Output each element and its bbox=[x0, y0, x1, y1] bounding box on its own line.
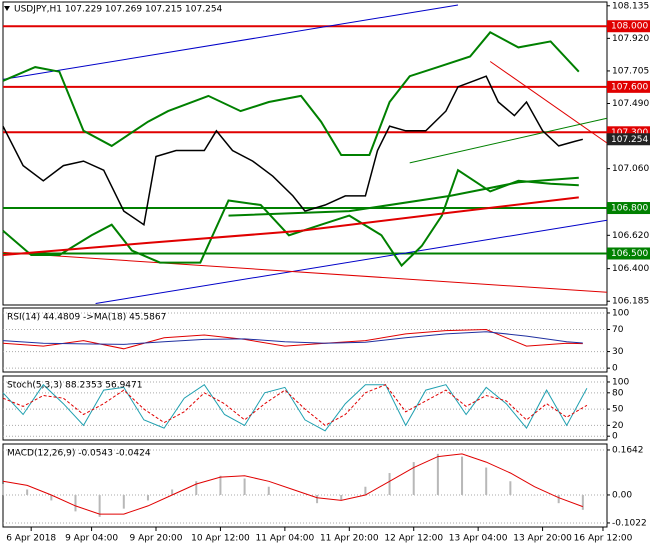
y-tick-label: 106.620 bbox=[612, 231, 649, 241]
y-tick-label: 107.705 bbox=[612, 66, 649, 76]
histogram-bar bbox=[195, 481, 198, 495]
trend-line bbox=[489, 61, 608, 144]
y-tick-label: 108.135 bbox=[612, 1, 649, 11]
level-label-box bbox=[607, 20, 650, 33]
histogram-bar bbox=[316, 494, 319, 504]
y-tick-label: 70 bbox=[612, 325, 624, 335]
last-price-label: 107.254 bbox=[611, 135, 648, 145]
panel-title: Stoch(5,3,3) 88.2353 56.9471 bbox=[7, 381, 142, 391]
series-line bbox=[2, 75, 583, 226]
trend-line bbox=[95, 219, 608, 304]
histogram-bar bbox=[412, 462, 415, 495]
x-tick-label: 11 Apr 20:00 bbox=[320, 534, 379, 544]
level-label-box bbox=[607, 202, 650, 215]
histogram-bar bbox=[461, 456, 464, 495]
histogram-bar bbox=[340, 494, 343, 501]
y-tick-label: 30 bbox=[612, 347, 624, 357]
y-tick-label: 80 bbox=[612, 388, 624, 398]
histogram-bar bbox=[509, 481, 512, 495]
series-line bbox=[2, 453, 583, 515]
panel-frame bbox=[2, 1, 608, 306]
histogram-bar bbox=[533, 494, 536, 496]
histogram-bar bbox=[267, 486, 270, 495]
histogram-bar bbox=[581, 494, 584, 510]
histogram-bar bbox=[98, 494, 101, 517]
y-tick-label: 100 bbox=[612, 377, 629, 387]
x-tick-label: 11 Apr 04:00 bbox=[256, 534, 315, 544]
x-tick-label: 16 Apr 12:00 bbox=[574, 534, 633, 544]
panel-frame bbox=[2, 375, 608, 441]
y-tick-label: 0.00 bbox=[612, 490, 632, 500]
level-label: 107.600 bbox=[611, 82, 648, 92]
y-tick-label: -0.1022 bbox=[612, 518, 647, 528]
level-label-box bbox=[607, 247, 650, 260]
y-tick-label: 0 bbox=[612, 432, 618, 442]
trend-line bbox=[2, 4, 459, 80]
series-line bbox=[2, 196, 579, 256]
panel-title: MACD(12,26,9) -0.0543 -0.0424 bbox=[7, 449, 151, 459]
y-tick-label: 0.1642 bbox=[612, 445, 644, 455]
chart-title: USDJPY,H1 107.229 107.269 107.215 107.25… bbox=[14, 5, 223, 15]
level-label: 106.500 bbox=[611, 249, 648, 259]
y-tick-label: 100 bbox=[612, 308, 629, 318]
series-line bbox=[2, 331, 583, 345]
x-tick-label: 10 Apr 12:00 bbox=[191, 534, 250, 544]
y-tick-label: 107.060 bbox=[612, 164, 649, 174]
panel-frame bbox=[2, 307, 608, 373]
histogram-bar bbox=[26, 489, 29, 495]
level-label: 107.300 bbox=[611, 128, 648, 138]
histogram-bar bbox=[364, 486, 367, 495]
x-tick-label: 12 Apr 12:00 bbox=[384, 534, 443, 544]
x-tick-label: 9 Apr 04:00 bbox=[65, 534, 118, 544]
histogram-bar bbox=[171, 489, 174, 495]
level-label: 106.800 bbox=[611, 204, 648, 214]
y-tick-label: 107.920 bbox=[612, 34, 649, 44]
series-line bbox=[2, 383, 588, 432]
y-tick-label: 0 bbox=[612, 364, 618, 374]
histogram-bar bbox=[146, 494, 149, 501]
trend-line bbox=[2, 251, 608, 293]
y-tick-label: 20 bbox=[612, 421, 624, 431]
series-line bbox=[2, 31, 580, 156]
histogram-bar bbox=[219, 475, 222, 495]
level-label: 108.000 bbox=[611, 22, 648, 32]
series-line bbox=[2, 328, 583, 350]
histogram-bar bbox=[243, 478, 246, 495]
y-tick-label: 106.400 bbox=[612, 264, 649, 274]
histogram-bar bbox=[485, 467, 488, 495]
histogram-bar bbox=[388, 473, 391, 495]
y-tick-label: 106.185 bbox=[612, 297, 649, 307]
title-marker bbox=[4, 6, 10, 11]
y-tick-label: 50 bbox=[612, 405, 624, 415]
x-tick-label: 9 Apr 20:00 bbox=[130, 534, 183, 544]
histogram-bar bbox=[122, 494, 125, 509]
histogram-bar bbox=[291, 494, 294, 496]
last-price-box bbox=[607, 133, 650, 146]
panel-title: RSI(14) 44.4809 ->MA(18) 45.5867 bbox=[7, 313, 166, 323]
x-tick-label: 13 Apr 20:00 bbox=[513, 534, 572, 544]
level-label-box bbox=[607, 80, 650, 93]
trend-line bbox=[409, 117, 608, 164]
x-tick-label: 13 Apr 04:00 bbox=[449, 534, 508, 544]
histogram-bar bbox=[50, 494, 53, 501]
histogram-bar bbox=[74, 494, 77, 512]
histogram-bar bbox=[436, 453, 439, 495]
histogram-bar bbox=[2, 483, 4, 495]
y-tick-label: 107.490 bbox=[612, 99, 649, 109]
series-line bbox=[228, 176, 579, 217]
histogram-bar bbox=[557, 494, 560, 504]
x-tick-label: 6 Apr 2018 bbox=[6, 534, 56, 544]
